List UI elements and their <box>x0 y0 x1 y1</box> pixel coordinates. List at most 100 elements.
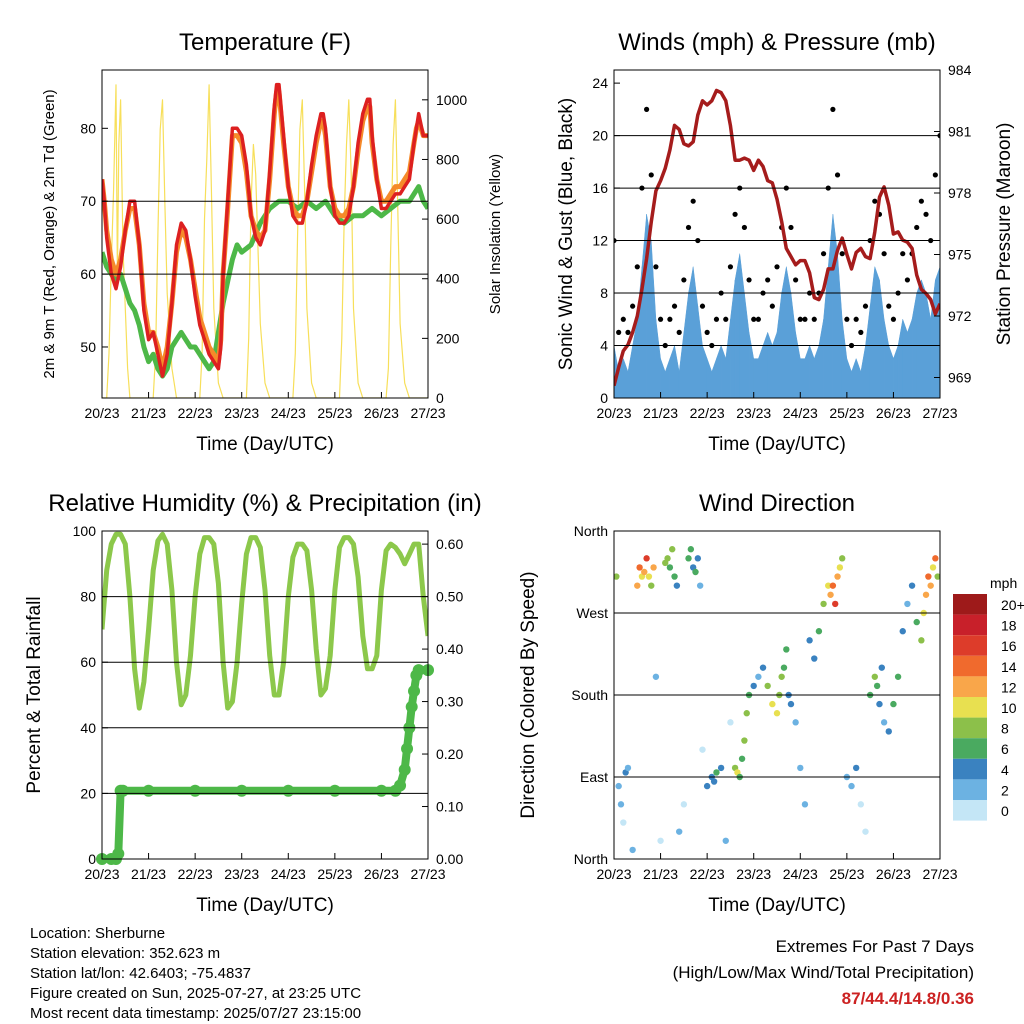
wind-speed-segment <box>874 266 880 398</box>
wind_direction-ylabel: Direction (Colored By Speed) <box>518 571 539 818</box>
direction-point <box>738 755 746 762</box>
gust-point <box>811 316 817 322</box>
speed-legend-label: 6 <box>1001 741 1009 757</box>
winds-y-right-tick-label: 978 <box>948 185 972 201</box>
direction-point <box>871 673 878 680</box>
speed-legend-label: 16 <box>1001 638 1017 654</box>
direction-point <box>636 564 643 571</box>
winds-ylabel: Sonic Wind & Gust (Blue, Black) <box>556 98 577 370</box>
wind-speed-segment <box>921 279 927 398</box>
speed-legend-swatch <box>953 697 987 718</box>
direction-point <box>929 564 937 571</box>
winds-y-tick-label: 0 <box>600 390 608 406</box>
gust-point <box>657 316 664 322</box>
speed-legend-label: 4 <box>1001 762 1009 778</box>
wind-speed-segment <box>818 319 824 398</box>
gust-point <box>793 277 799 283</box>
direction-point <box>778 673 785 680</box>
gust-point <box>918 198 924 204</box>
direction-point <box>664 555 671 562</box>
humidity-xlabel: Time (Day/UTC) <box>196 895 334 916</box>
direction-point <box>648 582 655 589</box>
temperature-title: Temperature (F) <box>179 29 351 56</box>
humidity-y-right-tick-label: 0.20 <box>436 746 463 762</box>
direction-point <box>848 782 855 790</box>
direction-point <box>908 582 916 589</box>
gust-point <box>844 316 850 322</box>
winds-axes: 0 4 8 12 16 20 24 20/23 21/23 22/23 23/23 24/23 25/2… <box>592 62 971 421</box>
wind_direction-x-tick-label: 22/23 <box>690 866 725 882</box>
humidity-y-tick-label: 100 <box>73 523 97 539</box>
winds-y-tick-label: 20 <box>592 128 608 144</box>
direction-point <box>750 682 757 690</box>
wind-speed-segment <box>688 266 694 398</box>
wind-speed-segment <box>888 345 894 398</box>
speed-legend-label: 14 <box>1001 659 1017 675</box>
gust-point <box>746 277 752 283</box>
winds-y-right-tick-label: 975 <box>948 247 972 263</box>
wind-speed-segment <box>851 358 857 398</box>
direction-point <box>801 801 809 808</box>
wind-speed-segment <box>855 358 862 398</box>
direction-point <box>615 782 622 790</box>
temperature-ylabel: 2m & 9m T (Red, Orange) & 2m Td (Green) <box>41 89 58 378</box>
humidity-x-tick-label: 20/23 <box>84 866 119 882</box>
direction-point <box>918 637 925 644</box>
wind-speed-segment <box>837 253 843 398</box>
wind-speed-segment <box>795 332 801 398</box>
gust-point <box>625 329 631 335</box>
gust-point <box>890 316 897 322</box>
gust-point <box>886 303 892 309</box>
direction-marks <box>614 546 940 854</box>
direction-point <box>645 573 653 580</box>
gust-point <box>723 316 729 322</box>
wind-marks <box>614 106 940 398</box>
gust-point <box>900 251 906 257</box>
gust-point <box>732 211 738 217</box>
wind-speed-segment <box>800 358 806 398</box>
direction-point <box>820 600 827 608</box>
humidity-x-tick-label: 25/23 <box>317 866 352 882</box>
direction-point <box>815 628 823 635</box>
speed-legend-swatch <box>953 800 987 821</box>
station-elevation: Station elevation: 352.623 m <box>30 945 221 962</box>
direction-point <box>673 582 681 589</box>
speed-legend-swatch <box>953 614 987 636</box>
direction-point <box>890 700 897 708</box>
wind-speed-segment <box>660 358 666 398</box>
direction-point <box>759 664 767 671</box>
direction-point <box>880 719 888 726</box>
gust-point <box>834 172 841 178</box>
humidity-x-tick-label: 27/23 <box>410 866 445 882</box>
wind_direction-y-tick-label: North <box>574 851 608 867</box>
direction-point <box>780 664 788 671</box>
speed-legend-label: 20+ <box>1001 597 1024 613</box>
temperature-ylabel-right: Solar Insolation (Yellow) <box>487 154 504 314</box>
wind_direction-y-tick-label: West <box>576 605 608 621</box>
direction-point <box>885 728 892 735</box>
gust-point <box>616 329 622 335</box>
wind-speed-segment <box>869 266 876 398</box>
speed-legend-label: 8 <box>1001 721 1009 737</box>
direction-point <box>857 801 865 808</box>
speed-legend: mph 20+ 18 16 14 12 10 8 6 4 2 0 <box>953 575 1024 821</box>
gust-point <box>699 303 706 309</box>
winds-y-right-tick-label: 969 <box>948 370 972 386</box>
wind-speed-segment <box>739 253 745 398</box>
station-location: Location: Sherburne <box>30 925 166 942</box>
wind-speed-segment <box>669 345 675 398</box>
temperature-y-right-tick-label: 800 <box>436 151 460 167</box>
wind-speed-segment <box>664 358 671 398</box>
wind-speed-segment <box>748 332 754 398</box>
wind_direction-x-tick-label: 24/23 <box>783 866 818 882</box>
wind-speed-segment <box>716 345 722 398</box>
direction-point <box>783 646 790 653</box>
direction-point <box>643 555 650 562</box>
speed-legend-swatch <box>953 676 987 697</box>
wind-speed-segment <box>907 319 913 398</box>
gust-point <box>653 264 659 270</box>
wind_direction-title: Wind Direction <box>699 490 855 517</box>
humidity-axes: 0 20 40 60 80 100 20/23 21/23 22/23 23/23 24/23 25/… <box>73 523 464 882</box>
temperature-y-right-tick-label: 0 <box>436 390 444 406</box>
